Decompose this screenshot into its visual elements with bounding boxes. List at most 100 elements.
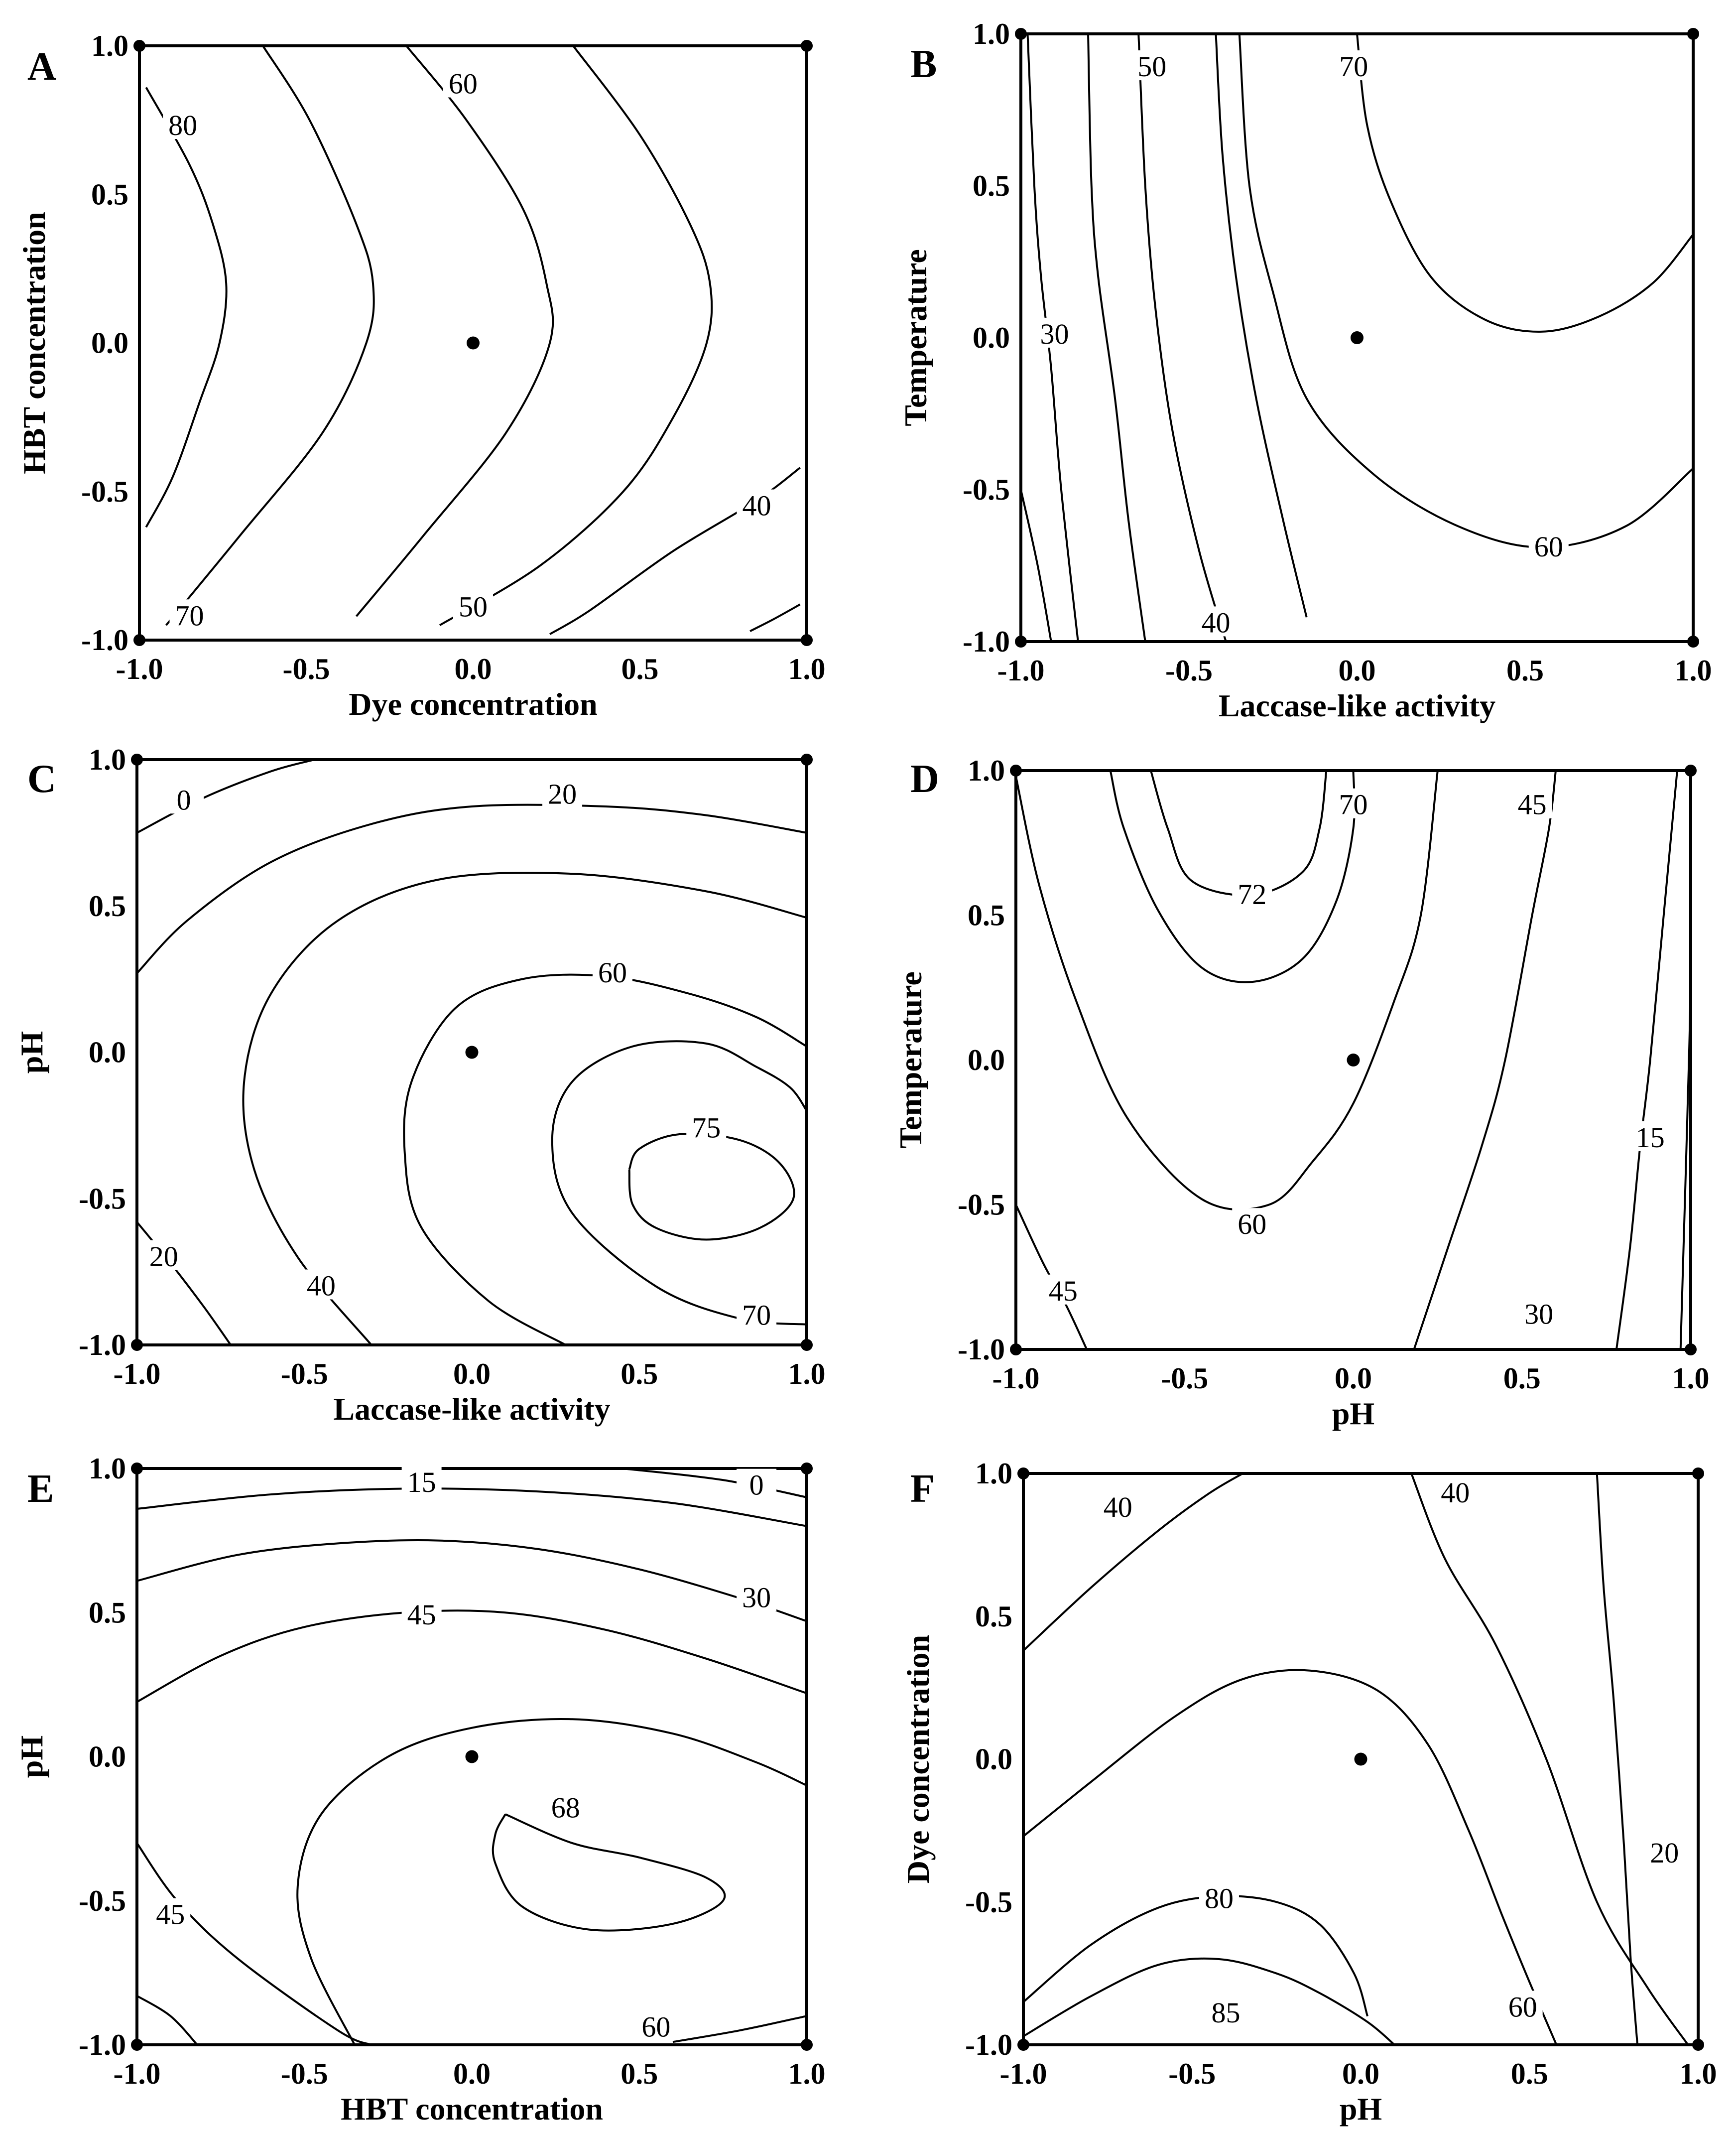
y-axis-label: Temperature [893,971,928,1149]
contour-line-45 [136,1842,372,2046]
center-point [1351,331,1364,344]
center-point [465,1750,479,1763]
contour-label-bg [1435,1476,1476,1507]
contour-line-15 [136,1487,807,1527]
y-tick-label: -1.0 [965,2028,1012,2061]
corner-marker [133,634,145,646]
panel-b: B -1.0 -0.5 0.0 0.5 1.0 -1.0 -0.5 0.0 0.5 1.0 Lacca… [898,17,1712,723]
contour-line-40 [1022,1472,1243,1652]
contour-label-bg [453,590,493,621]
x-tick-label: 1.0 [1680,2057,1717,2090]
contour-line-60 [403,973,808,1346]
contour-label: 60 [641,2010,670,2043]
panel-f: F -1.0 -0.5 0.0 0.5 1.0 -1.0 -0.5 0.0 0.5 1.0 pH Dye… [900,1457,1717,2127]
corner-marker [801,1339,813,1351]
contour-label: 40 [1104,1491,1132,1523]
y-tick-label: 0.5 [91,178,128,211]
contour-line-40 [1215,33,1308,618]
x-tick-label: -0.5 [283,653,330,685]
contour-label-bg [443,67,483,98]
contour-label-bg [545,1791,586,1822]
y-tick-label: 1.0 [89,743,126,776]
contour-line-80 [145,87,228,528]
corner-marker [1010,765,1022,777]
contour-label-bg [1630,1121,1670,1151]
y-tick-label: -1.0 [79,1329,126,1361]
contour-label: 20 [149,1240,178,1273]
x-tick-label: 0.0 [1339,654,1376,687]
plot-frame [135,1467,808,2046]
contour-label: 40 [307,1270,336,1302]
contour-line-unlabeled [1020,489,1052,642]
contour-line-40 [242,871,807,1346]
contour-label: 70 [742,1299,771,1331]
x-axis-label: pH [1332,1396,1374,1431]
contour-label: 60 [449,68,478,100]
contour-label-bg [737,1581,777,1611]
x-tick-label: -1.0 [114,2057,161,2090]
x-tick-label: -0.5 [281,1357,328,1390]
contour-line-20 [136,803,807,974]
contour-label-bg [686,1111,727,1142]
plot-frame [1022,1472,1700,2046]
contour-line-75 [628,1133,795,1241]
contour-line-30 [1615,770,1678,1350]
x-tick-label: 1.0 [788,1357,826,1390]
contour-label-bg [1334,50,1374,81]
y-tick-label: -0.5 [963,473,1010,506]
y-axis-label: Temperature [898,249,933,426]
contour-label: 40 [1202,606,1231,639]
contour-label-bg [1512,788,1552,818]
corner-marker [1685,1343,1697,1355]
contour-line-50 [439,45,713,626]
panel-letter: C [27,757,56,801]
y-tick-label: 1.0 [975,1457,1012,1490]
center-point [1347,1054,1360,1066]
y-tick-label: -1.0 [79,2028,126,2061]
x-axis-label: Laccase-like activity [1219,688,1495,723]
contour-label-bg [1206,1996,1246,2026]
contour-line-70 [1109,770,1356,983]
x-axis-label: Laccase-like activity [333,1391,610,1427]
corner-marker [131,754,143,766]
corner-marker [1017,1467,1029,1479]
contour-line-60 [1022,1669,1558,2045]
corner-marker [131,2039,143,2051]
x-tick-label: -0.5 [1161,1362,1208,1395]
x-tick-label: 0.5 [621,653,659,685]
x-axis-label: HBT concentration [341,2091,603,2127]
contour-line-80 [1022,1895,1368,2017]
x-tick-label: 0.5 [620,1357,658,1390]
contour-label-bg [401,1598,442,1629]
corner-marker [1017,2039,1029,2051]
contour-label-bg [1528,530,1569,560]
y-tick-label: 1.0 [91,29,128,62]
panel-e: E -1.0 -0.5 0.0 0.5 1.0 -1.0 -0.5 0.0 0.5 1.0 HBT c… [14,1452,826,2127]
plot-frame [138,44,808,642]
contour-label: 80 [168,109,197,141]
x-tick-label: 1.0 [1675,654,1712,687]
panel-letter: E [27,1467,54,1511]
corner-marker [1010,1343,1022,1355]
panel-d: D -1.0 -0.5 0.0 0.5 1.0 -1.0 -0.5 0.0 0.5 1.0 pH Tem… [893,754,1710,1431]
contour-label: 30 [1040,318,1069,350]
y-tick-label: -0.5 [958,1189,1005,1221]
contour-label: 15 [407,1466,436,1498]
center-point [465,1046,479,1059]
contour-line-unlabeled [1087,33,1146,642]
contour-line-60 [296,1718,807,2045]
contour-label-bg [301,1269,341,1300]
x-tick-label: 0.5 [1506,654,1544,687]
contour-label: 50 [1137,50,1166,83]
panel-letter: F [910,1467,935,1511]
contour-line-45 [136,1609,807,1703]
contour-line-60 [355,45,554,617]
plot-frame [135,758,808,1346]
panel-letter: B [910,42,937,86]
contour-label: 60 [598,956,627,989]
contour-line-unlabeled [749,603,801,632]
x-tick-label: 0.5 [1503,1362,1541,1395]
corner-marker [133,40,145,52]
contour-label-bg [1098,1490,1138,1521]
